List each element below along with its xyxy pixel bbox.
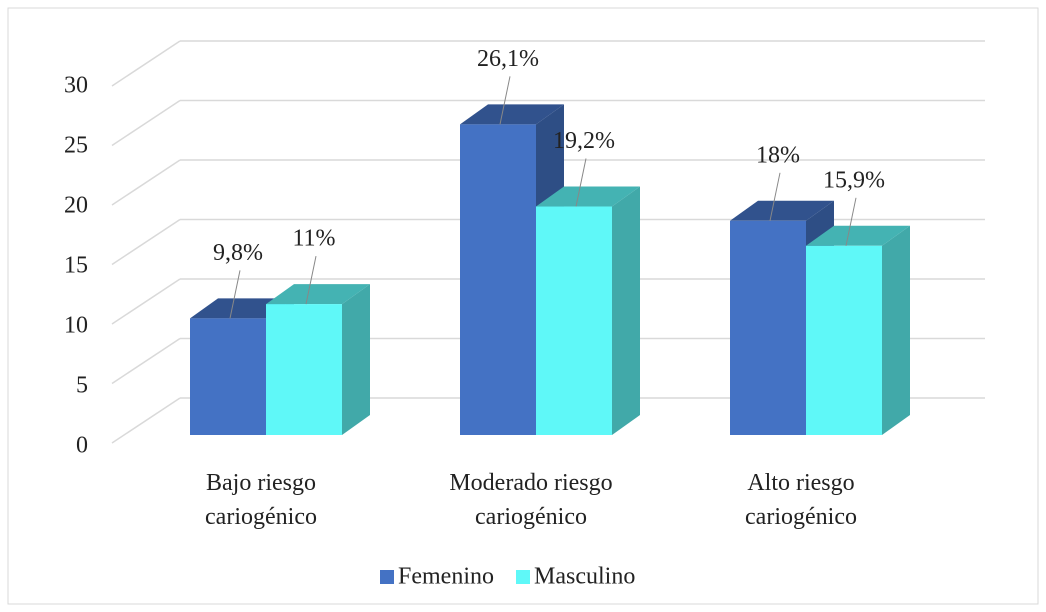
value-label: 11% — [292, 226, 335, 252]
bar-top — [536, 186, 640, 207]
grid-diagonal — [111, 337, 181, 385]
leader-line — [229, 270, 241, 319]
bar — [730, 220, 806, 435]
bar-top — [460, 104, 564, 125]
leader-line — [845, 197, 857, 246]
x-tick-label: Moderado riesgo cariogénico — [449, 470, 613, 530]
leader-line — [575, 158, 587, 207]
legend-swatch — [516, 570, 530, 584]
x-tick-label: Alto riesgo cariogénico — [745, 470, 857, 530]
value-label: 19,2% — [553, 128, 615, 154]
value-label: 26,1% — [477, 46, 539, 72]
y-tick-label: 20 — [64, 193, 88, 219]
bar — [190, 318, 266, 435]
bar-top — [266, 284, 370, 305]
grid-diagonal — [111, 99, 181, 147]
legend-label: Femenino — [398, 564, 494, 590]
grid-diagonal — [111, 159, 181, 206]
bar — [806, 245, 882, 435]
y-tick-label: 25 — [64, 133, 88, 159]
value-label: 18% — [756, 142, 800, 168]
grid-diagonal — [111, 40, 181, 87]
bar-top — [806, 225, 910, 246]
bar-top — [730, 200, 834, 221]
leader-line — [305, 255, 317, 305]
bar — [460, 124, 536, 435]
grid-diagonal — [111, 218, 181, 266]
bar-side — [882, 225, 910, 435]
bar — [266, 304, 342, 435]
legend-label: Masculino — [534, 564, 635, 590]
y-tick-label: 0 — [76, 433, 88, 459]
y-tick-label: 30 — [64, 73, 88, 99]
y-tick-label: 15 — [64, 253, 88, 279]
bar-side — [342, 284, 370, 435]
leader-line — [499, 76, 511, 125]
legend-swatch — [380, 570, 394, 584]
x-tick-label: Bajo riesgo cariogénico — [205, 470, 317, 530]
leader-line — [769, 172, 781, 221]
value-label: 15,9% — [823, 167, 885, 193]
grid-diagonal — [111, 397, 181, 444]
y-tick-label: 10 — [64, 313, 88, 339]
bar-side — [612, 186, 640, 435]
grid-diagonal — [111, 278, 181, 325]
bar — [536, 206, 612, 435]
y-tick-label: 5 — [76, 373, 88, 399]
value-label: 9,8% — [213, 240, 263, 266]
